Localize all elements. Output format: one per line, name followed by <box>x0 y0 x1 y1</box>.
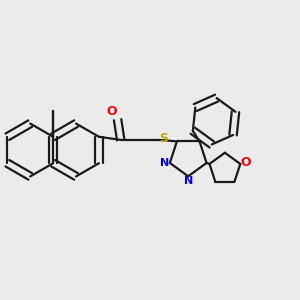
Text: N: N <box>184 176 193 186</box>
Text: O: O <box>107 105 117 118</box>
Text: S: S <box>159 133 168 146</box>
Text: N: N <box>160 158 169 168</box>
Text: O: O <box>240 157 250 169</box>
